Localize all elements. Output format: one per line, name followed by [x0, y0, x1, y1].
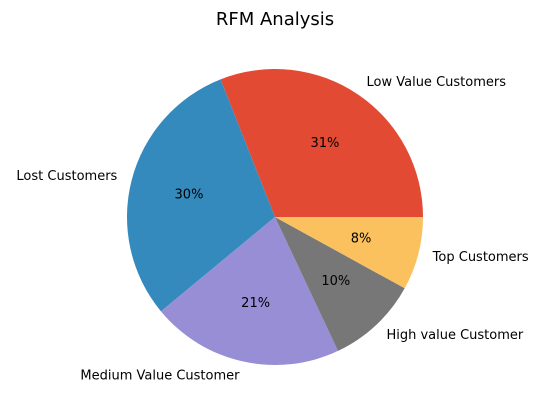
pct-label-high-value-customer: 10%: [321, 274, 350, 289]
pct-label-lost-customers: 30%: [175, 187, 204, 202]
pie-slice-high-value-customer: [275, 217, 405, 351]
slice-label-high-value-customer: High value Customer: [386, 328, 523, 343]
pie-slice-lost-customers: [126, 79, 275, 312]
pct-label-low-value-customers: 31%: [310, 136, 339, 151]
pie-slice-low-value-customers: [220, 69, 423, 218]
slice-label-lost-customers: Lost Customers: [16, 169, 117, 184]
pct-label-medium-value-customer: 21%: [241, 296, 270, 311]
slice-label-medium-value-customer: Medium Value Customer: [80, 368, 240, 383]
pie-slice-top-customers: [275, 217, 424, 289]
slice-label-low-value-customers: Low Value Customers: [367, 75, 507, 90]
slices-layer: [126, 69, 424, 365]
labels-layer: Low Value Customers 31% Lost Customers 30% M…: [16, 75, 528, 384]
slice-label-top-customers: Top Customers: [432, 250, 529, 265]
chart-title: RFM Analysis: [216, 9, 334, 30]
pct-label-top-customers: 8%: [351, 232, 372, 247]
pie-slice-medium-value-customer: [160, 217, 339, 365]
